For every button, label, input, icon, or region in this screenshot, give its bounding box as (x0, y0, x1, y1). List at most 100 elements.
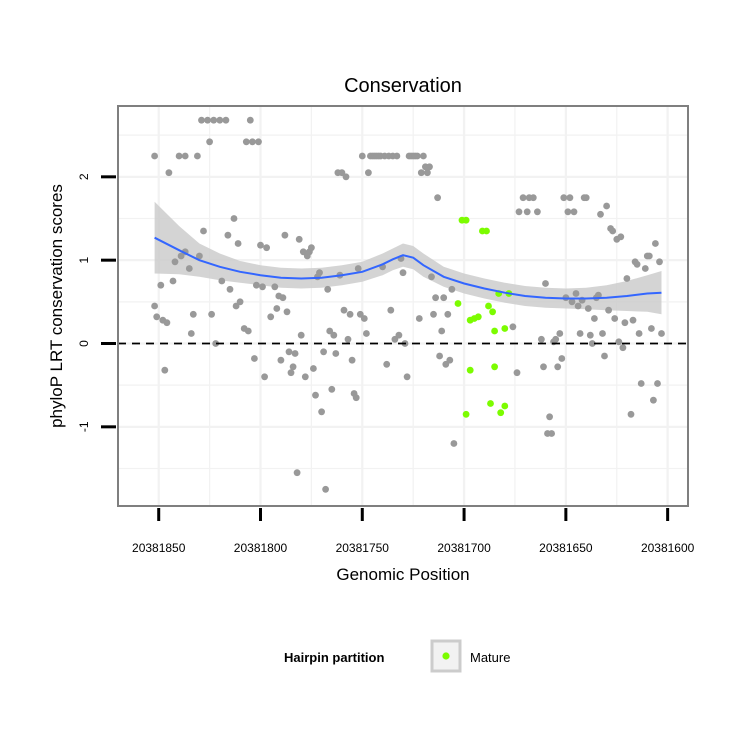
legend-key-box (430, 639, 462, 673)
data-point (399, 269, 407, 277)
data-point (251, 355, 258, 362)
data-point (230, 215, 238, 222)
data-point (568, 298, 576, 306)
confidence-band-area (154, 201, 662, 315)
data-point (395, 331, 403, 339)
data-point (542, 280, 549, 287)
data-point (255, 138, 262, 146)
data-point (287, 369, 295, 377)
data-point (177, 252, 185, 260)
data-point (340, 306, 348, 314)
data-point (249, 138, 256, 146)
data-point (253, 281, 260, 289)
data-point (450, 440, 458, 447)
data-point (244, 327, 252, 335)
data-point (637, 380, 645, 387)
data-point (326, 327, 334, 335)
data-point (363, 330, 370, 337)
data-point (330, 331, 338, 339)
data-point (358, 152, 366, 160)
data-point (320, 348, 327, 356)
data-point (656, 258, 663, 266)
data-point (236, 298, 244, 306)
data-point (534, 208, 541, 216)
data-point (413, 152, 421, 160)
data-point (289, 363, 297, 371)
data-point (181, 152, 189, 160)
data-point (279, 294, 287, 302)
data-point (546, 413, 553, 421)
data-point (216, 116, 224, 124)
data-point (285, 348, 293, 356)
legend-title: Hairpin partition (284, 650, 384, 665)
confidence-band (154, 201, 662, 315)
data-point (623, 275, 631, 282)
data-point (554, 363, 562, 371)
y-tick-label: 2 (77, 173, 91, 180)
data-point (263, 244, 270, 252)
data-point (246, 116, 254, 124)
data-point (267, 313, 275, 321)
data-point (617, 233, 625, 241)
data-point (446, 356, 454, 364)
data-point (629, 316, 637, 324)
data-point (175, 152, 183, 160)
data-point (564, 208, 572, 216)
data-point (420, 152, 427, 160)
data-point (438, 327, 446, 335)
data-point (295, 235, 303, 243)
data-point (611, 315, 619, 322)
data-point (424, 169, 431, 177)
data-point (572, 290, 580, 297)
y-tick-label: -1 (77, 421, 91, 432)
data-point (436, 352, 443, 360)
data-point (432, 294, 439, 302)
data-point (650, 396, 657, 404)
data-point (560, 194, 568, 202)
data-point (322, 485, 329, 493)
y-axis-title: phyloP LRT conservation scores (47, 184, 66, 428)
data-point (198, 116, 205, 124)
data-point (403, 373, 411, 381)
data-point (346, 310, 354, 318)
data-point (444, 310, 452, 318)
data-point (387, 306, 395, 314)
data-point (538, 335, 545, 343)
data-point (310, 365, 317, 372)
data-point (165, 169, 173, 177)
data-point (360, 315, 368, 322)
data-point (597, 210, 604, 218)
data-point (566, 194, 574, 202)
data-point (393, 152, 401, 160)
data-point (621, 319, 629, 327)
data-point (234, 240, 242, 247)
x-tick-label: 20381750 (336, 541, 390, 555)
data-point (187, 330, 195, 337)
x-axis-title: Genomic Position (336, 565, 469, 584)
data-point (654, 380, 661, 387)
data-point-mature (483, 227, 490, 235)
data-point (293, 469, 301, 477)
x-tick-label: 20381800 (234, 541, 288, 555)
data-point (558, 355, 566, 362)
data-point (352, 394, 360, 402)
data-point (426, 163, 433, 171)
data-point (595, 291, 602, 299)
data-point (615, 338, 623, 346)
x-tick-label: 20381650 (539, 541, 593, 555)
data-point (383, 360, 391, 368)
y-tick-label: 0 (77, 340, 91, 347)
points-mature (454, 216, 513, 418)
plot-panel-border (117, 105, 689, 507)
data-point (261, 373, 268, 381)
data-point (200, 227, 207, 235)
data-point (301, 373, 309, 381)
data-point (548, 430, 555, 437)
data-point (153, 313, 161, 321)
data-point (430, 310, 437, 318)
data-point (415, 315, 423, 322)
smooth-line (154, 236, 662, 300)
data-point (151, 152, 159, 160)
data-point-mature (466, 366, 474, 374)
